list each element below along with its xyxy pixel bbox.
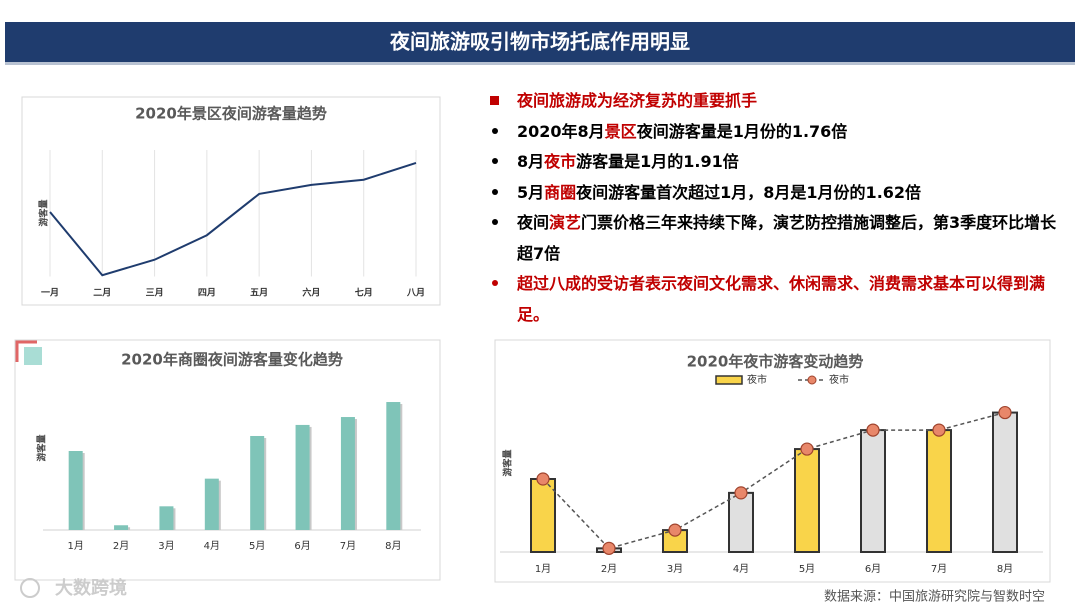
bullet: 2020年8月景区夜间游客量是1月份的1.76倍 — [490, 117, 1065, 148]
legend-swatch — [715, 375, 743, 385]
bullet-text: 商圈 — [544, 182, 577, 202]
chart-title: 2020年夜市游客变动趋势 — [687, 353, 864, 371]
bullet-text: 演艺 — [549, 213, 582, 232]
line-marker — [800, 442, 814, 456]
bar — [926, 429, 952, 553]
bullet-text: 夜市 — [544, 152, 577, 171]
legend-label: 夜市 — [747, 373, 767, 386]
source-note: 数据来源：中国旅游研究院与智数时空 — [824, 590, 1045, 605]
x-tick-label: 8月 — [997, 563, 1013, 575]
x-tick-label: 六月 — [302, 287, 320, 299]
bullet: 8月夜市游客量是1月的1.91倍 — [490, 147, 1065, 178]
bullet: 5月商圈夜间游客量首次超过1月，8月是1月份的1.62倍 — [490, 178, 1065, 209]
x-tick-label: 2月 — [601, 563, 617, 575]
bar — [159, 506, 174, 530]
x-tick-label: 5月 — [799, 563, 815, 575]
card — [494, 339, 1051, 583]
bar — [530, 478, 556, 553]
x-tick-label: 4月 — [733, 563, 749, 575]
x-tick-label: 3月 — [158, 540, 174, 552]
x-tick-label: 6月 — [294, 540, 310, 552]
bar — [860, 429, 886, 553]
x-tick-label: 5月 — [249, 540, 265, 552]
line — [49, 162, 417, 277]
bar — [794, 448, 820, 554]
x-tick-label: 7月 — [931, 563, 947, 575]
x-tick-label: 五月 — [250, 288, 268, 299]
line-marker — [998, 405, 1012, 420]
header-shadow — [5, 62, 1075, 65]
bullet-marker — [492, 280, 498, 286]
bar — [992, 411, 1018, 553]
bullet-text: 游客量是1月的1.91倍 — [576, 152, 739, 171]
bullet: 超过八成的受访者表示夜间文化需求、休闲需求、消费需求基本可以得到满足。 — [490, 269, 1065, 330]
line-marker — [602, 541, 616, 555]
x-tick-label: 一月 — [41, 288, 59, 299]
legend-swatch — [807, 375, 817, 385]
line — [542, 411, 1006, 550]
y-axis-label: 游客量 — [36, 434, 48, 461]
x-tick-label: 3月 — [667, 563, 683, 575]
bullet-text: 景区 — [604, 121, 637, 141]
bullet-marker — [492, 219, 498, 225]
x-tick-label: 8月 — [385, 540, 401, 552]
bullet: 夜间演艺门票价格三年来持续下降，演艺防控措施调整后，第3季度环比增长超7倍 — [490, 208, 1065, 269]
chart-title: 2020年景区夜间游客量趋势 — [135, 105, 327, 123]
x-tick-label: 6月 — [865, 563, 881, 575]
bar — [114, 525, 129, 530]
x-tick-label: 1月 — [68, 540, 84, 552]
header-bar — [5, 22, 1075, 62]
bullet-text: 5月 — [517, 182, 545, 202]
bullet-text: 夜间 — [517, 213, 550, 232]
bullet-text: 门票价格三年来持续下降，演艺防控措施调整后，第3季度环比增长超7倍 — [517, 213, 1057, 263]
bar — [295, 424, 310, 530]
line-marker — [734, 486, 748, 500]
x-tick-label: 四月 — [198, 288, 216, 299]
y-axis-label: 游客量 — [502, 449, 514, 476]
bullet: 夜间旅游成为经济复苏的重要抓手 — [490, 86, 1065, 117]
bullet-text: 夜间旅游成为经济复苏的重要抓手 — [517, 91, 758, 110]
card — [21, 96, 441, 306]
y-axis-label: 游客量 — [38, 199, 50, 226]
x-tick-label: 2月 — [113, 540, 129, 552]
bullet-marker — [492, 127, 498, 134]
bullet-marker — [492, 158, 498, 164]
bullet-text: 夜间游客量首次超过1月，8月是1月份的1.62倍 — [576, 182, 922, 202]
bullet-text: 超过八成的受访者表示夜间文化需求、休闲需求、消费需求基本可以得到满足。 — [517, 274, 1046, 324]
x-tick-label: 7月 — [340, 540, 356, 552]
corner-square — [24, 347, 42, 365]
bar — [386, 402, 401, 530]
watermark: 大数跨境 — [55, 577, 127, 599]
bar — [68, 451, 83, 530]
x-tick-label: 4月 — [204, 540, 220, 552]
bar — [728, 491, 754, 553]
bullet-text: 夜间游客量是1月份的1.76倍 — [636, 121, 848, 141]
bar — [204, 478, 219, 530]
watermark-logo — [20, 578, 40, 598]
legend-label: 夜市 — [829, 373, 849, 386]
x-tick-label: 七月 — [355, 287, 373, 299]
line-marker — [866, 423, 880, 437]
line-marker — [668, 523, 682, 537]
bar — [340, 417, 355, 530]
bullet-text: 8月 — [517, 152, 545, 171]
x-tick-label: 1月 — [535, 563, 551, 575]
bar — [250, 435, 265, 530]
card — [14, 339, 441, 581]
x-tick-label: 二月 — [93, 288, 111, 299]
bullet-list: 夜间旅游成为经济复苏的重要抓手 2020年8月景区夜间游客量是1月份的1.76倍 8… — [490, 86, 1065, 330]
bullet-marker — [490, 96, 499, 105]
x-tick-label: 八月 — [406, 288, 425, 299]
corner-deco — [15, 340, 37, 362]
bullet-text: 2020年8月 — [517, 121, 605, 141]
x-tick-label: 三月 — [146, 288, 164, 299]
bullet-marker — [492, 188, 498, 195]
header-title: 夜间旅游吸引物市场托底作用明显 — [389, 30, 690, 54]
line-marker — [536, 472, 550, 486]
line-marker — [932, 423, 946, 437]
chart-title: 2020年商圈夜间游客量变化趋势 — [121, 351, 343, 369]
